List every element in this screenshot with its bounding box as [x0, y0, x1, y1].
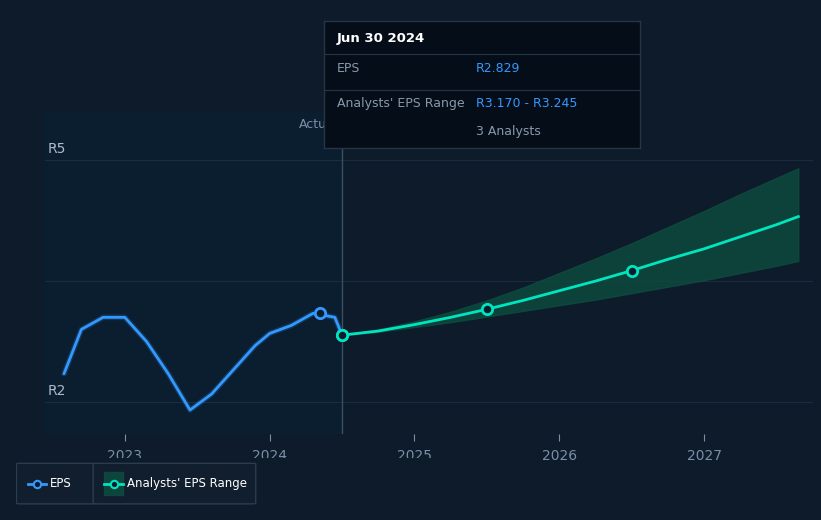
Point [314, 309, 327, 317]
Text: Jun 30 2024: Jun 30 2024 [337, 32, 425, 45]
Point [336, 331, 349, 340]
Point [480, 305, 493, 314]
Point [30, 479, 44, 488]
Text: R5: R5 [48, 142, 67, 156]
FancyBboxPatch shape [16, 463, 95, 504]
Text: R3.170 - R3.245: R3.170 - R3.245 [476, 97, 577, 110]
Point [107, 479, 120, 488]
Text: Analysts' EPS Range: Analysts' EPS Range [337, 97, 465, 110]
Text: Actual: Actual [299, 118, 337, 131]
Text: Analysts Forecasts: Analysts Forecasts [349, 118, 466, 131]
Bar [45, 112, 342, 434]
Text: Analysts' EPS Range: Analysts' EPS Range [127, 477, 247, 490]
Text: EPS: EPS [337, 61, 360, 74]
FancyBboxPatch shape [94, 463, 256, 504]
Text: R2.829: R2.829 [476, 61, 521, 74]
Text: 3 Analysts: 3 Analysts [476, 125, 541, 138]
Text: EPS: EPS [50, 477, 72, 490]
Text: R2: R2 [48, 384, 67, 398]
Point [336, 331, 349, 340]
Point [625, 266, 638, 275]
Bar [342, 112, 813, 434]
